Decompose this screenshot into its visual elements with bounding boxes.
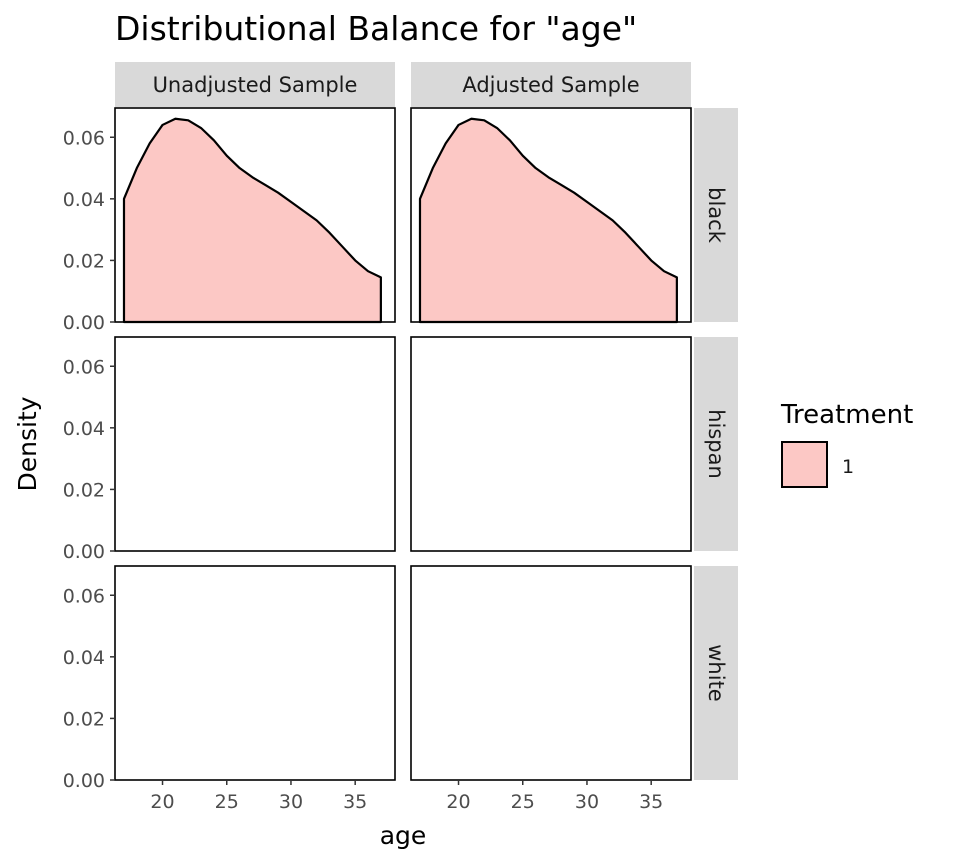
facet-panels: Unadjusted Sample Adjusted Sample black his… [63, 62, 738, 813]
y-tick-label: 0.00 [63, 541, 105, 563]
panel-background [411, 337, 691, 551]
panel-border [410, 336, 692, 552]
facet-strip-label: black [704, 187, 728, 244]
y-tick-label: 0.02 [63, 250, 105, 272]
facet-strip-row [694, 108, 738, 322]
y-tick-label: 0.02 [63, 708, 105, 730]
panel-border [114, 107, 396, 323]
panel-border [410, 107, 692, 323]
facet-strip-label: white [704, 644, 728, 701]
legend-title: Treatment [780, 400, 913, 430]
facet-strip-row [694, 566, 738, 780]
legend: Treatment 1 [780, 400, 913, 488]
facet-strip-label: hispan [704, 409, 728, 479]
panel-border [114, 336, 396, 552]
facet-strip-column [115, 62, 395, 107]
x-tick-label: 20 [446, 791, 470, 813]
x-tick-label: 30 [279, 791, 303, 813]
y-tick-label: 0.04 [63, 418, 105, 440]
y-tick-label: 0.02 [63, 479, 105, 501]
y-axis-title: Density [13, 396, 42, 491]
density-area [122, 117, 382, 324]
x-tick-label: 35 [343, 791, 367, 813]
panel-background [411, 566, 691, 780]
legend-label: 1 [842, 456, 854, 478]
x-tick-label: 25 [215, 791, 239, 813]
y-tick-label: 0.04 [63, 189, 105, 211]
x-tick-label: 20 [150, 791, 174, 813]
legend-key-swatch [781, 441, 828, 488]
panel-border [114, 565, 396, 781]
panel-background [115, 566, 395, 780]
panel-background [411, 108, 691, 322]
panel-background [115, 108, 395, 322]
y-tick-label: 0.00 [63, 312, 105, 334]
y-tick-label: 0.04 [63, 647, 105, 669]
density-area [418, 117, 678, 324]
y-tick-label: 0.00 [63, 770, 105, 792]
y-tick-label: 0.06 [63, 356, 105, 378]
panel-border [410, 565, 692, 781]
x-tick-label: 35 [639, 791, 663, 813]
chart-title: Distributional Balance for "age" [115, 9, 637, 48]
facet-strip-label: Adjusted Sample [462, 73, 639, 97]
x-tick-label: 30 [575, 791, 599, 813]
facet-strip-label: Unadjusted Sample [153, 73, 358, 97]
x-tick-label: 25 [511, 791, 535, 813]
panel-background [115, 337, 395, 551]
facet-strip-column [411, 62, 691, 107]
y-tick-label: 0.06 [63, 585, 105, 607]
x-axis-title: age [380, 821, 427, 850]
y-tick-label: 0.06 [63, 127, 105, 149]
facet-strip-row [694, 337, 738, 551]
